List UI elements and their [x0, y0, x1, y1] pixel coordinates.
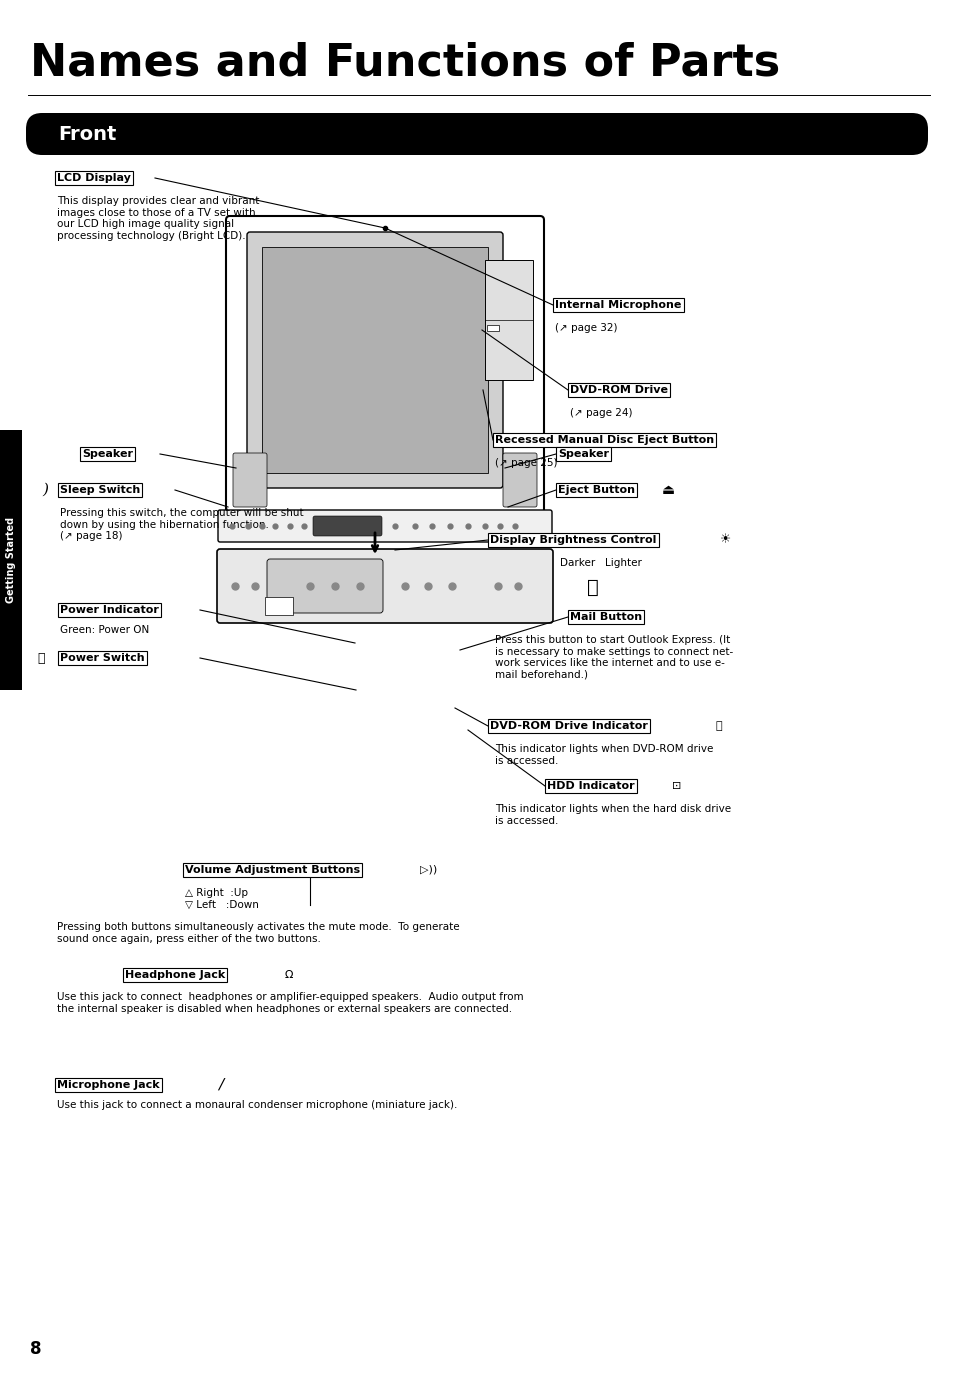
Text: Mail Button: Mail Button: [569, 612, 641, 621]
Text: Use this jack to connect  headphones or amplifier-equipped speakers.  Audio outp: Use this jack to connect headphones or a…: [57, 992, 523, 1013]
Text: This display provides clear and vibrant
images close to those of a TV set with
o: This display provides clear and vibrant …: [57, 197, 259, 241]
Text: Microphone Jack: Microphone Jack: [57, 1080, 159, 1091]
Text: Pressing this switch, the computer will be shut
down by using the hibernation fu: Pressing this switch, the computer will …: [60, 508, 303, 541]
Text: Headphone Jack: Headphone Jack: [125, 970, 225, 980]
Text: ⓘ: ⓘ: [37, 652, 45, 664]
Text: Use this jack to connect a monaural condenser microphone (miniature jack).: Use this jack to connect a monaural cond…: [57, 1100, 456, 1110]
Text: Volume Adjustment Buttons: Volume Adjustment Buttons: [185, 865, 359, 875]
Text: This indicator lights when the hard disk drive
is accessed.: This indicator lights when the hard disk…: [495, 804, 730, 826]
FancyBboxPatch shape: [216, 549, 553, 623]
Text: DVD-ROM Drive: DVD-ROM Drive: [569, 385, 667, 394]
Text: Sleep Switch: Sleep Switch: [60, 484, 140, 495]
Bar: [484, 260, 533, 381]
Text: △ Right  :Up
▽ Left   :Down: △ Right :Up ▽ Left :Down: [185, 889, 258, 909]
FancyBboxPatch shape: [247, 233, 502, 489]
Text: Front: Front: [58, 125, 116, 144]
Text: Getting Started: Getting Started: [6, 518, 16, 603]
Text: ⓙ: ⓙ: [716, 721, 721, 731]
FancyBboxPatch shape: [226, 216, 543, 513]
Text: ☀: ☀: [720, 533, 731, 547]
Text: (↗ page 25): (↗ page 25): [495, 458, 557, 468]
Text: HDD Indicator: HDD Indicator: [546, 781, 634, 792]
Text: Darker   Lighter: Darker Lighter: [559, 558, 641, 567]
Text: (↗ page 24): (↗ page 24): [569, 408, 632, 418]
Text: ⌣: ⌣: [586, 579, 598, 597]
Text: Eject Button: Eject Button: [558, 484, 635, 495]
Text: LCD Display: LCD Display: [57, 173, 131, 183]
Text: ▷)): ▷)): [419, 865, 436, 875]
Bar: [262, 246, 488, 473]
Text: Green: Power ON: Green: Power ON: [60, 626, 149, 635]
Text: Speaker: Speaker: [558, 448, 608, 459]
FancyBboxPatch shape: [233, 453, 267, 507]
Text: ∕: ∕: [218, 1078, 223, 1092]
Text: ⏏: ⏏: [661, 483, 675, 497]
FancyBboxPatch shape: [502, 453, 537, 507]
Bar: [0, 430, 22, 691]
FancyBboxPatch shape: [313, 516, 381, 536]
Text: DVD-ROM Drive Indicator: DVD-ROM Drive Indicator: [490, 721, 647, 731]
Bar: [486, 325, 498, 331]
Text: Press this button to start Outlook Express. (It
is necessary to make settings to: Press this button to start Outlook Expre…: [495, 635, 733, 680]
FancyBboxPatch shape: [218, 509, 552, 543]
FancyBboxPatch shape: [267, 559, 382, 613]
Text: Pressing both buttons simultaneously activates the mute mode.  To generate
sound: Pressing both buttons simultaneously act…: [57, 922, 459, 944]
Text: This indicator lights when DVD-ROM drive
is accessed.: This indicator lights when DVD-ROM drive…: [495, 745, 713, 765]
Text: Speaker: Speaker: [82, 448, 132, 459]
Text: Power Switch: Power Switch: [60, 653, 145, 663]
Text: ): ): [42, 483, 48, 497]
Bar: [265, 597, 293, 614]
FancyBboxPatch shape: [26, 113, 927, 155]
Text: Recessed Manual Disc Eject Button: Recessed Manual Disc Eject Button: [495, 435, 714, 446]
Text: Ω: Ω: [285, 970, 294, 980]
Text: Display Brightness Control: Display Brightness Control: [490, 536, 656, 545]
Text: 8: 8: [30, 1340, 42, 1358]
Text: Names and Functions of Parts: Names and Functions of Parts: [30, 42, 780, 84]
Text: Power Indicator: Power Indicator: [60, 605, 159, 614]
Text: ⊡: ⊡: [671, 781, 680, 792]
Text: (↗ page 32): (↗ page 32): [555, 322, 617, 334]
Text: Internal Microphone: Internal Microphone: [555, 300, 680, 310]
